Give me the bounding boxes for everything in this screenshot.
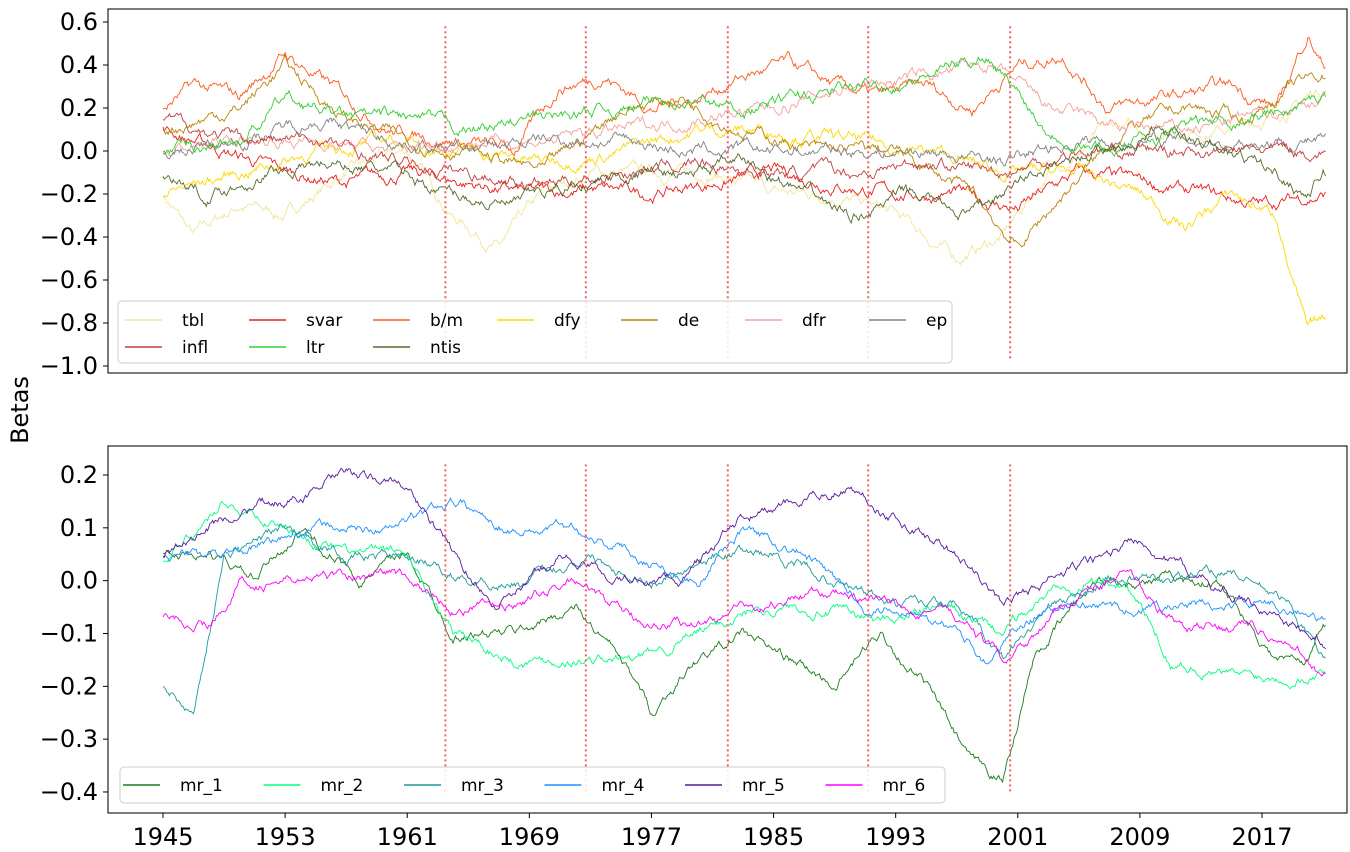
x-tick-label: 1969 (499, 823, 560, 851)
series-line-mr_2 (162, 500, 1326, 690)
legend-label: ntis (430, 338, 461, 358)
x-tick-label: 1945 (132, 823, 193, 851)
y-tick-label: 0.6 (60, 8, 98, 36)
series-line-dfr (162, 58, 1326, 156)
top-axes-frame (107, 8, 1348, 374)
y-tick-label: −0.3 (40, 725, 98, 753)
y-axis-label: Betas (6, 376, 34, 444)
y-tick-label: −0.4 (40, 223, 98, 251)
bottom-legend: mr_1 mr_2 mr_3 mr_4 mr_5 mr_6 (119, 766, 946, 804)
x-tick-label: 2017 (1231, 823, 1292, 851)
legend-label: b/m (430, 311, 463, 331)
bottom-series-lines (162, 467, 1326, 784)
legend-label: mr_4 (602, 776, 645, 796)
series-line-mr_1 (162, 527, 1326, 784)
legend-label: infl (182, 338, 208, 358)
y-tick-label: −0.2 (40, 672, 98, 700)
legend-label: mr_2 (321, 776, 364, 796)
legend-label: ltr (306, 338, 324, 358)
x-tick-label: 1993 (865, 823, 926, 851)
x-tick-label: 2001 (987, 823, 1048, 851)
legend-label: tbl (182, 311, 204, 331)
x-tick-label: 2009 (1109, 823, 1170, 851)
x-tick-label: 1977 (621, 823, 682, 851)
series-line-mr_3 (162, 524, 1326, 715)
y-tick-label: 0.2 (60, 94, 98, 122)
bottom-axes-frame (107, 445, 1348, 814)
series-line-tbl (162, 88, 1326, 266)
legend-label: dfr (802, 311, 826, 331)
x-tick-label: 1985 (743, 823, 804, 851)
y-tick-label: 0.0 (60, 137, 98, 165)
series-line-ntis (162, 125, 1326, 225)
bottom-vertical-markers (444, 464, 1012, 792)
top-vertical-markers (444, 26, 1012, 360)
top-panel: 0.6 0.4 0.2 0.0 −0.2 −0.4 −0.6 −0.8 −1.0 tbl svar… (40, 8, 1348, 380)
series-line-mr_4 (162, 496, 1326, 665)
legend-label: de (678, 311, 699, 331)
x-tick-label: 1953 (255, 823, 316, 851)
legend-label: ep (926, 311, 947, 331)
y-tick-label: −0.6 (40, 266, 98, 294)
series-line-ltr (162, 56, 1327, 157)
y-tick-label: −0.2 (40, 180, 98, 208)
legend-label: mr_6 (883, 776, 926, 796)
y-tick-label: 0.0 (60, 567, 98, 595)
y-tick-label: 0.1 (60, 514, 98, 542)
series-line-svar (162, 125, 1326, 212)
legend-label: svar (306, 311, 342, 331)
series-line-infl (162, 112, 1326, 190)
top-series-lines (162, 36, 1327, 326)
x-ticks: 1945 1953 1961 1969 1977 1985 1993 2001 2009 2017 (132, 813, 1293, 851)
y-tick-label: −0.1 (40, 619, 98, 647)
legend-label: dfy (554, 311, 581, 331)
bottom-y-ticks: 0.2 0.1 0.0 −0.1 −0.2 −0.3 −0.4 (40, 461, 108, 806)
legend-box (119, 766, 946, 804)
series-line-mr_6 (162, 567, 1326, 677)
series-line-dfy (162, 123, 1327, 326)
y-tick-label: −1.0 (40, 352, 98, 380)
legend-label: mr_3 (461, 776, 504, 796)
y-tick-label: 0.2 (60, 461, 98, 489)
y-tick-label: −0.8 (40, 309, 98, 337)
x-tick-label: 1961 (377, 823, 438, 851)
y-tick-label: 0.4 (60, 51, 98, 79)
top-y-ticks: 0.6 0.4 0.2 0.0 −0.2 −0.4 −0.6 −0.8 −1.0 (40, 8, 108, 380)
series-line-mr_5 (162, 467, 1326, 650)
legend-label: mr_1 (180, 776, 223, 796)
series-line-b-m (162, 36, 1326, 157)
legend-label: mr_5 (742, 776, 785, 796)
bottom-panel: 0.20.10.0−0.1−0.2−0.3−0.4 1945 1953 1961 19… (40, 445, 1348, 851)
legend-box (117, 300, 953, 364)
y-tick-label: −0.4 (40, 778, 98, 806)
top-legend: tbl svar b/m dfy de dfr ep infl ltr ntis (117, 300, 953, 364)
